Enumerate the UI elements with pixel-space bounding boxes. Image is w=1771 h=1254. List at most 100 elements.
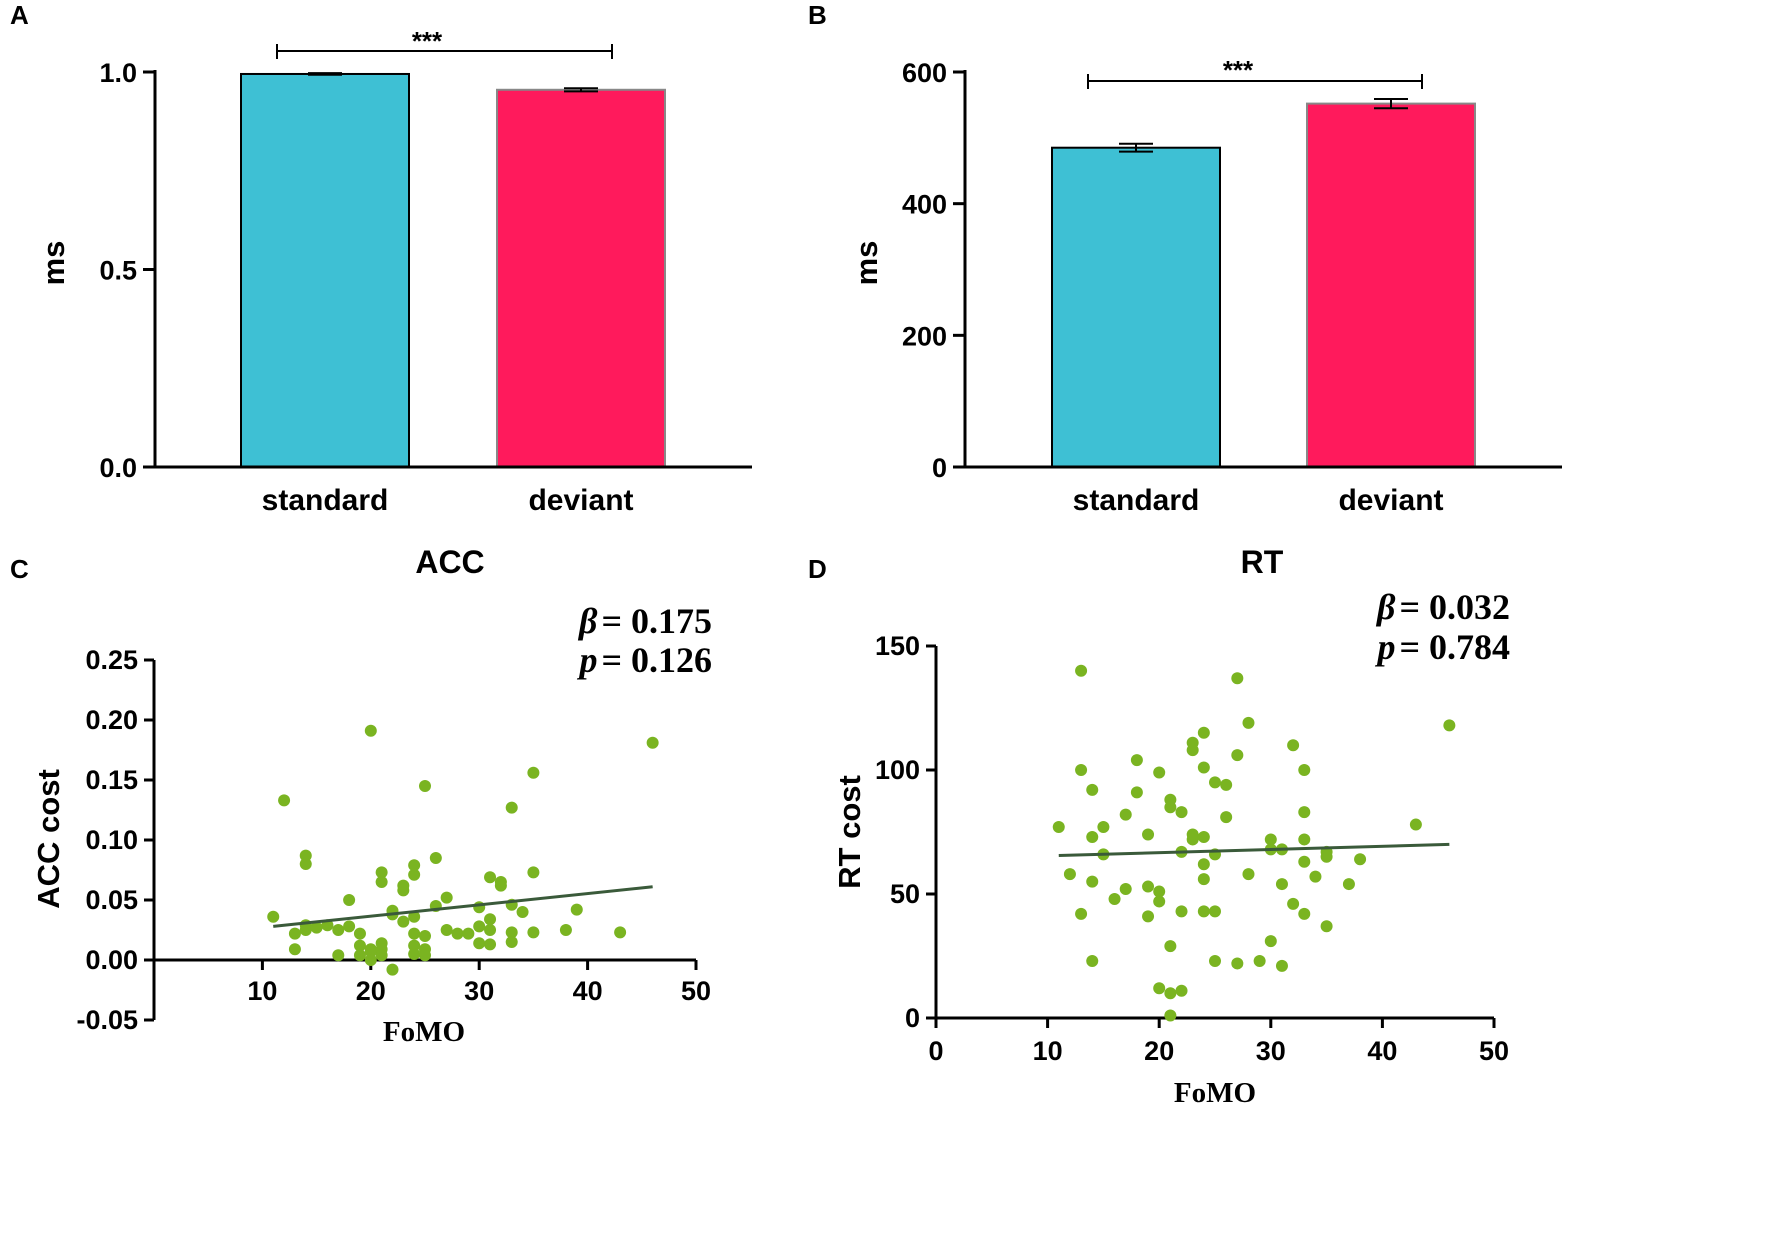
beta-annotation-d: β = 0.032 <box>1375 587 1510 627</box>
data-point-d <box>1153 895 1166 908</box>
y-tick-label-c: -0.05 <box>76 1005 138 1035</box>
data-point-d <box>1242 716 1255 729</box>
significance-stars-b: *** <box>1223 55 1254 85</box>
fit-line-c <box>273 885 653 928</box>
y-tick-label-d: 50 <box>890 879 920 909</box>
error-bars-b <box>1119 97 1408 153</box>
p-value-c: = 0.126 <box>601 640 712 680</box>
data-point-d <box>1409 818 1422 831</box>
panel-letter-c: C <box>10 554 29 584</box>
y-tick-label-b: 200 <box>902 321 947 351</box>
data-point-c <box>408 948 421 960</box>
data-point-d <box>1320 850 1333 863</box>
regression-line-d <box>1058 842 1450 858</box>
x-tick-label-c: 50 <box>681 976 711 1006</box>
x-category-label-b-deviant: deviant <box>1338 484 1443 517</box>
data-point-d <box>1231 957 1244 970</box>
x-tick-label-c: 40 <box>573 976 603 1006</box>
bar-a-deviant <box>496 88 666 469</box>
data-point-d <box>1164 987 1177 1000</box>
data-point-c <box>614 926 627 939</box>
bar-b-deviant <box>1306 102 1476 468</box>
data-point-d <box>1287 739 1300 752</box>
data-point-c <box>419 949 431 962</box>
data-point-c <box>516 906 529 918</box>
data-point-d <box>1298 833 1311 846</box>
data-point-d <box>1119 883 1132 896</box>
x-ticks-d: 0 10 20 30 40 50 <box>928 1018 1509 1066</box>
regression-line-c <box>273 885 653 928</box>
data-point-c <box>397 915 410 928</box>
data-point-d <box>1175 806 1188 819</box>
error-bars-a <box>308 72 598 93</box>
data-point-c <box>299 858 312 870</box>
data-point-c <box>408 927 421 940</box>
data-point-d <box>1186 833 1199 846</box>
data-point-d <box>1142 910 1155 923</box>
data-point-d <box>1342 878 1355 891</box>
y-tick-label-c: 0.05 <box>85 885 138 915</box>
x-axis-label-d: FoMO <box>1174 1077 1256 1109</box>
data-point-d <box>1075 907 1088 920</box>
y-tick-label-c: 0.00 <box>85 945 138 975</box>
y-tick-label-c: 0.15 <box>85 765 138 795</box>
data-point-d <box>1075 764 1088 776</box>
data-point-c <box>440 924 453 936</box>
data-point-d <box>1153 885 1166 898</box>
data-point-d <box>1443 719 1456 732</box>
data-point-c <box>386 963 399 976</box>
data-point-c <box>343 920 356 933</box>
data-point-d <box>1220 778 1233 791</box>
bar-a-standard <box>240 72 410 468</box>
p-symbol-c: p <box>576 640 597 680</box>
data-point-c <box>364 724 377 737</box>
data-point-d <box>1197 873 1210 886</box>
beta-symbol-d: β <box>1375 587 1396 627</box>
y-ticks-c: -0.05 0.00 0.05 0.10 0.15 0.20 0.25 <box>76 645 154 1035</box>
data-point-c <box>375 949 388 962</box>
data-point-d <box>1197 726 1210 739</box>
x-tick-label-d: 0 <box>928 1036 943 1066</box>
data-point-c <box>364 954 377 966</box>
x-tick-label-d: 30 <box>1256 1036 1286 1066</box>
data-point-c <box>408 939 421 952</box>
bars-b <box>1051 102 1476 468</box>
beta-value-c: = 0.175 <box>601 601 712 641</box>
p-annotation-d: p = 0.784 <box>1374 627 1510 667</box>
data-point-d <box>1175 984 1188 997</box>
data-point-c <box>484 871 497 884</box>
y-tick-label-d: 100 <box>875 755 920 785</box>
data-point-d <box>1197 830 1210 843</box>
y-ticks-d: 0 50 100 150 <box>875 631 936 1033</box>
data-point-c <box>494 879 507 892</box>
data-point-c <box>288 927 301 940</box>
data-point-d <box>1086 954 1099 967</box>
x-tick-label-c: 10 <box>247 976 277 1006</box>
y-tick-label-b: 600 <box>902 58 947 88</box>
data-point-d <box>1130 786 1143 799</box>
y-tick-label-a: 1.0 <box>99 58 137 88</box>
x-category-label-b-standard: standard <box>1073 484 1200 517</box>
data-point-d <box>1052 821 1065 834</box>
data-point-c <box>397 879 410 892</box>
y-tick-label-c: 0.20 <box>85 705 138 735</box>
y-tick-label-d: 0 <box>905 1003 920 1033</box>
x-axis-label-c: FoMO <box>383 1016 465 1048</box>
x-ticks-c: 10 20 30 40 50 <box>247 960 711 1006</box>
y-tick-label-a: 0.0 <box>99 453 137 483</box>
data-point-d <box>1242 868 1255 881</box>
data-point-d <box>1220 811 1233 824</box>
significance-bracket-b <box>1087 74 1423 89</box>
y-ticks-b: 0 200 400 600 <box>902 58 965 483</box>
panel-letter-a: A <box>10 0 29 30</box>
data-point-c <box>570 903 583 916</box>
data-point-c <box>343 894 356 906</box>
data-point-d <box>1108 892 1121 905</box>
data-point-d <box>1164 801 1177 814</box>
chart-title-c: ACC <box>415 544 484 580</box>
data-point-c <box>527 866 540 879</box>
data-point-d <box>1320 920 1333 933</box>
data-point-c <box>364 945 377 958</box>
data-point-d <box>1175 905 1188 918</box>
